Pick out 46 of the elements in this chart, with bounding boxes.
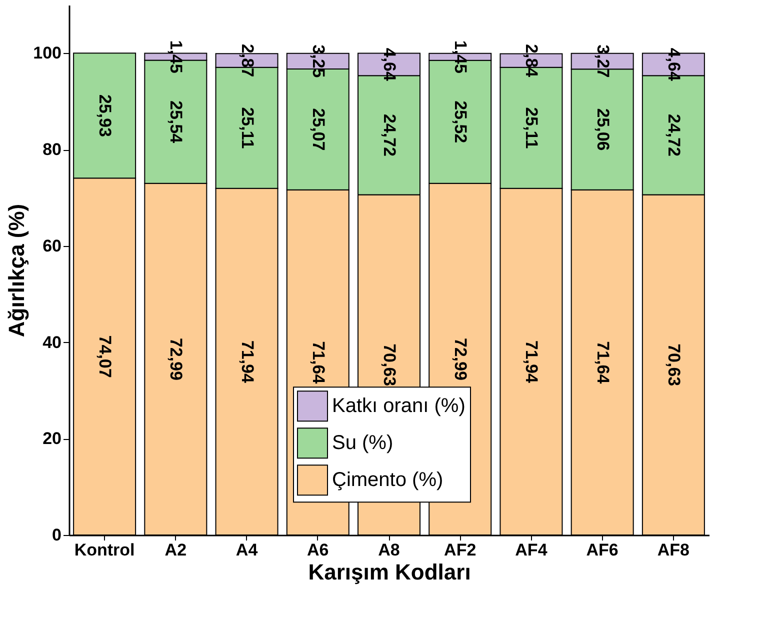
y-tick-label: 60 (42, 236, 62, 256)
y-axis-title: Ağırlıkça (%) (4, 204, 30, 338)
legend-label: Çimento (%) (332, 469, 444, 492)
x-tick-label: A4 (236, 540, 258, 560)
legend-label: Su (%) (332, 432, 394, 454)
data-label: 71,64 (308, 341, 328, 384)
data-label: 25,07 (308, 108, 328, 151)
data-label: 70,63 (380, 344, 399, 386)
data-label: 25,52 (451, 100, 470, 144)
data-label: 71,94 (238, 340, 257, 384)
x-tick-label: Kontrol (74, 540, 135, 560)
x-tick-label: AF4 (515, 540, 548, 560)
data-label: 2,84 (522, 44, 542, 78)
data-label: 25,54 (166, 100, 186, 144)
data-label: 4,64 (380, 48, 399, 82)
data-label: 2,87 (238, 44, 257, 78)
y-tick-label: 80 (42, 140, 62, 160)
y-tick-label: 0 (52, 526, 62, 544)
data-label: 25,11 (238, 107, 257, 149)
x-tick-label: AF2 (444, 540, 476, 560)
data-label: 1,45 (166, 40, 186, 74)
y-tick-label: 20 (42, 429, 62, 448)
legend-label: Katkı oranı (%) (332, 395, 466, 418)
data-label: 25,06 (593, 108, 612, 151)
data-label: 4,64 (664, 48, 684, 82)
data-label: 24,72 (380, 114, 399, 156)
data-label: 1,45 (451, 40, 470, 74)
data-label: 3,25 (308, 44, 328, 78)
x-tick-label: A8 (378, 540, 400, 560)
data-label: 71,94 (522, 340, 542, 384)
x-tick-label: A6 (307, 540, 329, 560)
y-tick-label: 100 (33, 44, 62, 63)
x-tick-label: A2 (164, 540, 187, 560)
data-label: 74,07 (96, 335, 115, 378)
x-axis-title: Karışım Kodları (308, 560, 471, 584)
data-label: 72,99 (451, 338, 470, 380)
data-label: 70,63 (664, 344, 684, 386)
x-tick-label: AF8 (657, 540, 690, 560)
data-label: 71,64 (593, 341, 612, 384)
data-label: 24,72 (664, 114, 684, 156)
data-label: 72,99 (166, 338, 186, 380)
y-tick-label: 40 (42, 332, 62, 352)
data-label: 25,11 (522, 107, 542, 149)
data-label: 25,93 (96, 94, 115, 137)
x-tick-label: AF6 (586, 540, 618, 560)
data-label: 3,27 (593, 44, 612, 78)
